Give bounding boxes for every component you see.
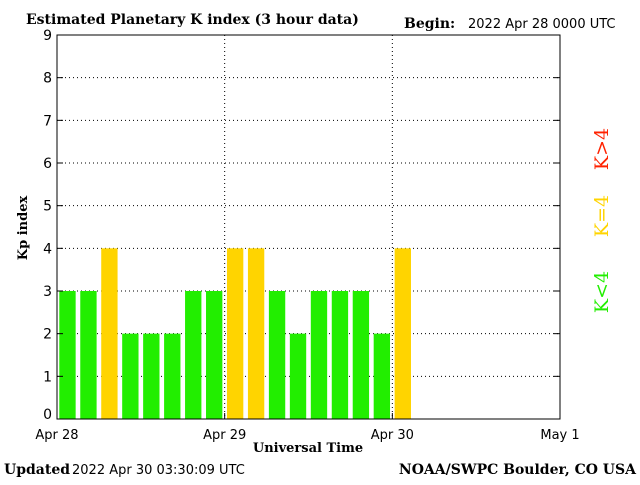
kp-bar — [394, 248, 411, 419]
chart-title: Estimated Planetary K index (3 hour data… — [26, 12, 359, 28]
y-tick-label: 3 — [43, 284, 52, 300]
kp-bar — [80, 291, 97, 419]
kp-bar — [373, 333, 391, 419]
legend-low: K<4 — [591, 271, 613, 313]
kp-bar — [206, 291, 223, 419]
legend-equal: K=4 — [591, 195, 613, 237]
y-axis-ticks: 0 1 2 3 4 5 6 7 8 9 — [43, 28, 560, 423]
y-tick-label: 1 — [43, 369, 52, 385]
y-tick-label: 0 — [43, 407, 52, 423]
plot-frame — [56, 34, 561, 420]
source-credit: NOAA/SWPC Boulder, CO USA — [399, 462, 637, 478]
grid-lines — [57, 35, 560, 419]
y-tick-label: 6 — [43, 156, 52, 172]
kp-bar — [122, 333, 139, 419]
y-tick-label: 8 — [43, 71, 52, 87]
y-tick-label: 5 — [43, 199, 52, 215]
x-axis-ticks: Apr 28 Apr 29 Apr 30 May 1 — [35, 413, 580, 443]
kp-bar — [185, 291, 202, 419]
y-tick-label: 4 — [43, 241, 52, 257]
begin-value: 2022 Apr 28 0000 UTC — [468, 17, 616, 32]
kp-bar — [59, 291, 76, 419]
updated-label: Updated — [4, 462, 70, 478]
kp-bar — [143, 333, 160, 419]
kp-bar — [289, 333, 307, 419]
kp-bar — [101, 248, 118, 419]
legend-high: K>4 — [591, 128, 613, 170]
x-tick-label: Apr 30 — [371, 428, 414, 443]
y-tick-label: 7 — [43, 113, 52, 129]
kp-bar — [164, 333, 181, 419]
kp-bar — [331, 291, 349, 419]
kp-bar — [247, 248, 265, 419]
kp-bar — [268, 291, 286, 419]
updated-value: 2022 Apr 30 03:30:09 UTC — [72, 463, 245, 478]
x-axis-label: Universal Time — [253, 441, 363, 456]
kp-bar — [310, 291, 328, 419]
y-tick-label: 2 — [43, 327, 52, 343]
x-tick-label: Apr 28 — [35, 428, 78, 443]
kp-bar — [352, 291, 370, 419]
y-tick-label: 9 — [43, 28, 52, 44]
bars — [59, 248, 411, 419]
y-axis-label: Kp index — [16, 196, 31, 261]
begin-label: Begin: — [404, 16, 455, 32]
x-tick-label: May 1 — [540, 428, 579, 443]
x-tick-label: Apr 29 — [203, 428, 246, 443]
kp-bar — [226, 248, 244, 419]
